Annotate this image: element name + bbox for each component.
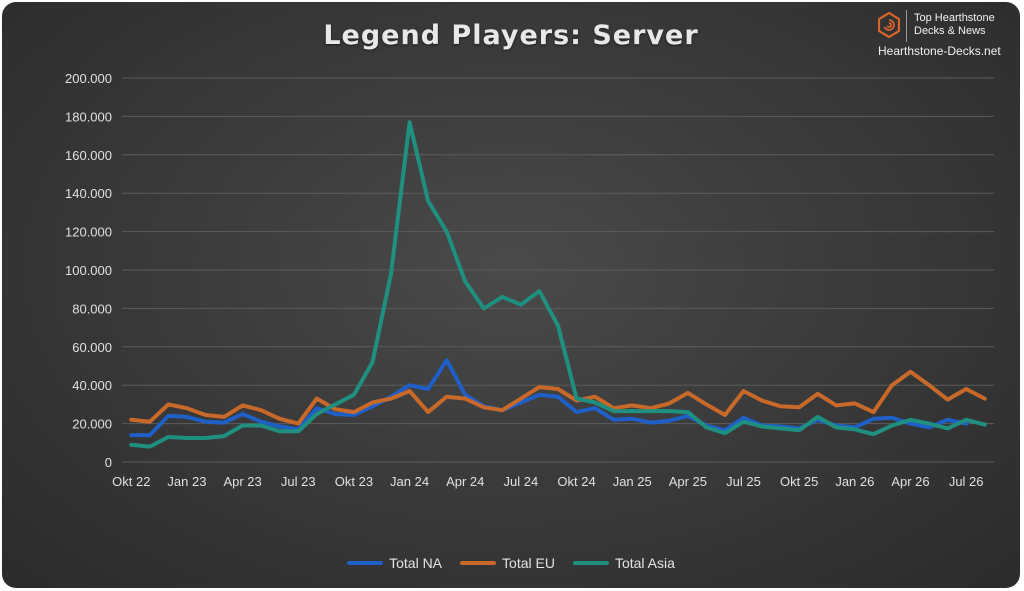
hexagon-spiral-icon bbox=[878, 12, 900, 38]
y-tick-label: 40.000 bbox=[72, 378, 112, 393]
x-tick-label: Jul 25 bbox=[726, 474, 761, 489]
legend-item: Total NA bbox=[347, 553, 442, 573]
x-tick-label: Apr 24 bbox=[446, 474, 484, 489]
brand-tagline-2: Decks & News bbox=[914, 25, 986, 37]
legend-swatch bbox=[460, 561, 497, 565]
legend-label: Total NA bbox=[389, 555, 443, 571]
y-tick-label: 140.000 bbox=[65, 186, 112, 201]
x-tick-label: Okt 22 bbox=[112, 474, 150, 489]
y-tick-label: 80.000 bbox=[72, 301, 112, 316]
brand-url: Hearthstone-Decks.net bbox=[878, 44, 1001, 58]
legend-item: Total EU bbox=[460, 553, 555, 573]
x-tick-label: Apr 25 bbox=[669, 474, 707, 489]
x-tick-label: Jan 23 bbox=[167, 474, 206, 489]
y-tick-label: 20.000 bbox=[72, 417, 112, 432]
chart-title: Legend Players: Server bbox=[323, 20, 699, 51]
x-tick-label: Jan 24 bbox=[390, 474, 429, 489]
x-tick-label: Okt 25 bbox=[780, 474, 818, 489]
series-line-total-asia bbox=[129, 120, 987, 449]
x-axis-ticks: Okt 22 Jan 23 Apr 23 Jul 23 Okt 23 Jan 24 Apr … bbox=[112, 474, 983, 489]
x-tick-label: Okt 24 bbox=[557, 474, 595, 489]
x-tick-label: Jul 24 bbox=[504, 474, 539, 489]
x-tick-label: Jan 26 bbox=[835, 474, 874, 489]
chart-legend: Total NA Total EU Total Asia bbox=[2, 553, 1020, 573]
y-tick-label: 200.000 bbox=[65, 71, 112, 86]
legend-label: Total EU bbox=[502, 555, 555, 571]
gridlines bbox=[122, 77, 994, 463]
x-tick-label: Okt 23 bbox=[335, 474, 373, 489]
x-tick-label: Jul 23 bbox=[281, 474, 316, 489]
legend-item: Total Asia bbox=[572, 553, 675, 573]
legend-label: Total Asia bbox=[614, 555, 675, 571]
series-lines bbox=[129, 120, 987, 449]
x-tick-label: Jul 26 bbox=[949, 474, 984, 489]
legend-swatch bbox=[347, 561, 384, 565]
x-tick-label: Jan 25 bbox=[613, 474, 652, 489]
y-tick-label: 0 bbox=[105, 455, 112, 470]
y-axis-ticks: 0 20.000 40.000 60.000 80.000 100.000 120.000 1… bbox=[65, 71, 112, 470]
x-tick-label: Apr 23 bbox=[223, 474, 261, 489]
y-tick-label: 120.000 bbox=[65, 225, 112, 240]
series-line-total-eu bbox=[129, 369, 987, 426]
y-tick-label: 180.000 bbox=[65, 109, 112, 124]
y-tick-label: 60.000 bbox=[72, 340, 112, 355]
brand-tagline-1: Top Hearthstone bbox=[914, 12, 995, 24]
y-tick-label: 100.000 bbox=[65, 263, 112, 278]
brand-divider bbox=[906, 10, 907, 42]
legend-swatch bbox=[572, 561, 609, 565]
y-tick-label: 160.000 bbox=[65, 148, 112, 163]
brand-block: Top Hearthstone Decks & News Hearthstone… bbox=[874, 8, 1020, 62]
x-tick-label: Apr 26 bbox=[891, 474, 929, 489]
